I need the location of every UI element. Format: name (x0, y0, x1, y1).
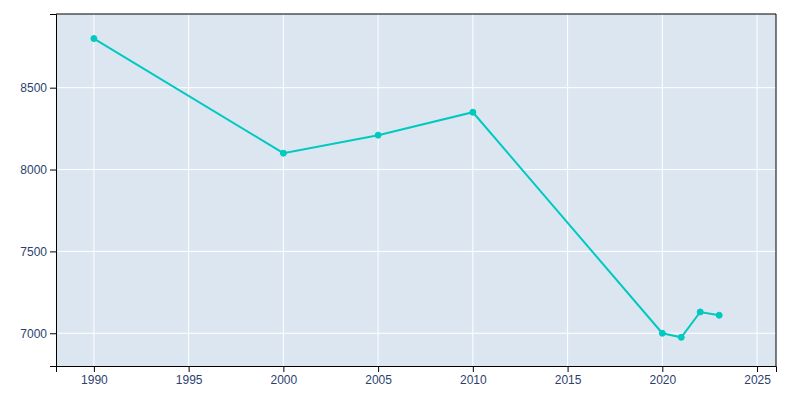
grid-line-x (93, 14, 94, 366)
axis-line (57, 367, 777, 373)
tick-label: 2025 (744, 373, 771, 387)
grid-line-y (56, 87, 776, 88)
marker (375, 132, 381, 138)
tick-mark (473, 366, 474, 372)
tick-label: 1995 (176, 373, 203, 387)
tick: 2005 (365, 366, 392, 387)
line (94, 39, 719, 338)
grid-line-y (56, 251, 776, 252)
plot: 1990 1995 2000 2005 2010 2015 2020 2025 7000 7500… (20, 14, 776, 387)
tick-label: 2005 (365, 373, 392, 387)
tick-mark (189, 366, 190, 372)
grid-line-y (56, 169, 776, 170)
axis-line (50, 15, 57, 367)
grid-line-x (662, 14, 663, 366)
tick: 8000 (20, 163, 56, 177)
marker (678, 334, 684, 340)
tick-label: 7000 (20, 327, 47, 341)
grid-line-x (567, 14, 568, 366)
tick-label: 8000 (20, 163, 47, 177)
x-axis: 1990 1995 2000 2005 2010 2015 2020 2025 (57, 366, 777, 387)
tick-label: 1990 (81, 373, 108, 387)
grid-line-x (188, 14, 189, 366)
marker (91, 36, 97, 42)
tick-mark (568, 366, 569, 372)
marker (280, 150, 286, 156)
tick-mark (283, 366, 284, 372)
grid-line-x (283, 14, 284, 366)
tick-mark (50, 88, 56, 89)
tick-mark (94, 366, 95, 372)
tick: 1995 (176, 366, 203, 387)
tick: 7500 (20, 245, 56, 259)
tick: 2015 (555, 366, 582, 387)
tick-mark (50, 333, 56, 334)
grid-line-x (472, 14, 473, 366)
tick-mark (378, 366, 379, 372)
y-axis: 7000 7500 8000 8500 (20, 15, 56, 367)
frame-right (776, 14, 777, 366)
tick-label: 2010 (460, 373, 487, 387)
tick: 2025 (744, 366, 771, 387)
frame-top (56, 14, 776, 15)
marks (91, 36, 722, 341)
chart: 1990 1995 2000 2005 2010 2015 2020 2025 7000 7500… (0, 0, 800, 400)
tick-mark (757, 366, 758, 372)
tick-label: 7500 (20, 245, 47, 259)
tick: 2000 (271, 366, 298, 387)
marker (470, 109, 476, 115)
marker (716, 312, 722, 318)
tick-label: 8500 (20, 81, 47, 95)
marker (697, 309, 703, 315)
tick-mark (662, 366, 663, 372)
tick-label: 2015 (555, 373, 582, 387)
tick: 7000 (20, 327, 56, 341)
marker (659, 330, 665, 336)
tick: 2020 (649, 366, 676, 387)
tick-label: 2000 (271, 373, 298, 387)
tick: 2010 (460, 366, 487, 387)
plot-background (56, 14, 776, 366)
grid (56, 14, 776, 366)
tick-label: 2020 (649, 373, 676, 387)
tick: 1990 (81, 366, 108, 387)
tick-mark (50, 170, 56, 171)
tick: 8500 (20, 81, 56, 95)
tick-mark (50, 251, 56, 252)
grid-line-x (757, 14, 758, 366)
grid-line-x (378, 14, 379, 366)
